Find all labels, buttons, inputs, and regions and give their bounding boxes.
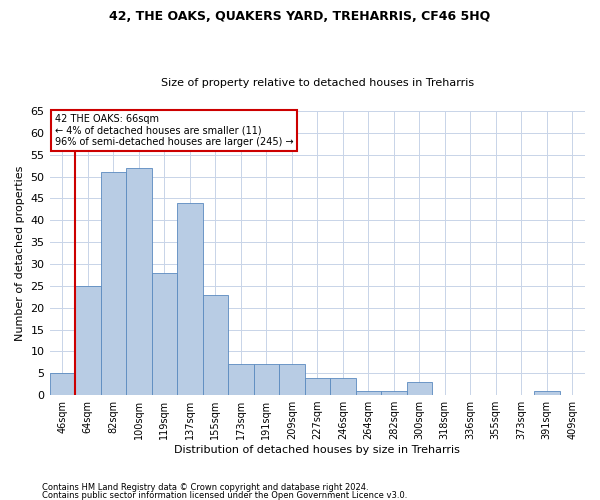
Bar: [203, 294, 228, 395]
Text: 42, THE OAKS, QUAKERS YARD, TREHARRIS, CF46 5HQ: 42, THE OAKS, QUAKERS YARD, TREHARRIS, C…: [109, 10, 491, 23]
Bar: [152, 272, 177, 395]
Bar: [50, 373, 75, 395]
Y-axis label: Number of detached properties: Number of detached properties: [15, 166, 25, 340]
Bar: [381, 390, 407, 395]
Bar: [177, 203, 203, 395]
Text: Contains public sector information licensed under the Open Government Licence v3: Contains public sector information licen…: [42, 490, 407, 500]
X-axis label: Distribution of detached houses by size in Treharris: Distribution of detached houses by size …: [175, 445, 460, 455]
Bar: [101, 172, 126, 395]
Bar: [305, 378, 330, 395]
Bar: [75, 286, 101, 395]
Bar: [356, 390, 381, 395]
Bar: [330, 378, 356, 395]
Text: Contains HM Land Registry data © Crown copyright and database right 2024.: Contains HM Land Registry data © Crown c…: [42, 484, 368, 492]
Bar: [407, 382, 432, 395]
Bar: [254, 364, 279, 395]
Title: Size of property relative to detached houses in Treharris: Size of property relative to detached ho…: [161, 78, 474, 88]
Bar: [228, 364, 254, 395]
Bar: [126, 168, 152, 395]
Bar: [534, 390, 560, 395]
Bar: [279, 364, 305, 395]
Text: 42 THE OAKS: 66sqm
← 4% of detached houses are smaller (11)
96% of semi-detached: 42 THE OAKS: 66sqm ← 4% of detached hous…: [55, 114, 293, 147]
